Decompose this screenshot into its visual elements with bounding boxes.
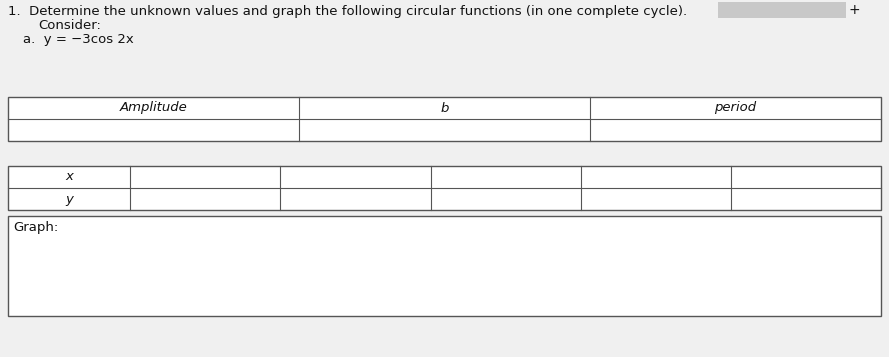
Text: y: y	[65, 192, 73, 206]
Text: a.  y = −3cos 2x: a. y = −3cos 2x	[23, 33, 133, 46]
Bar	[8, 216, 881, 316]
Text: period: period	[715, 101, 757, 115]
Text: +: +	[848, 3, 860, 17]
Text: 1.  Determine the unknown values and graph the following circular functions (in : 1. Determine the unknown values and grap…	[8, 5, 687, 18]
Bar	[8, 97, 881, 141]
Text: Amplitude: Amplitude	[120, 101, 188, 115]
Bar	[8, 166, 881, 210]
Text: x: x	[65, 171, 73, 183]
Text: Graph:: Graph:	[13, 221, 59, 234]
Text: b: b	[440, 101, 449, 115]
Text: Consider:: Consider:	[38, 19, 100, 32]
Bar	[718, 2, 846, 18]
